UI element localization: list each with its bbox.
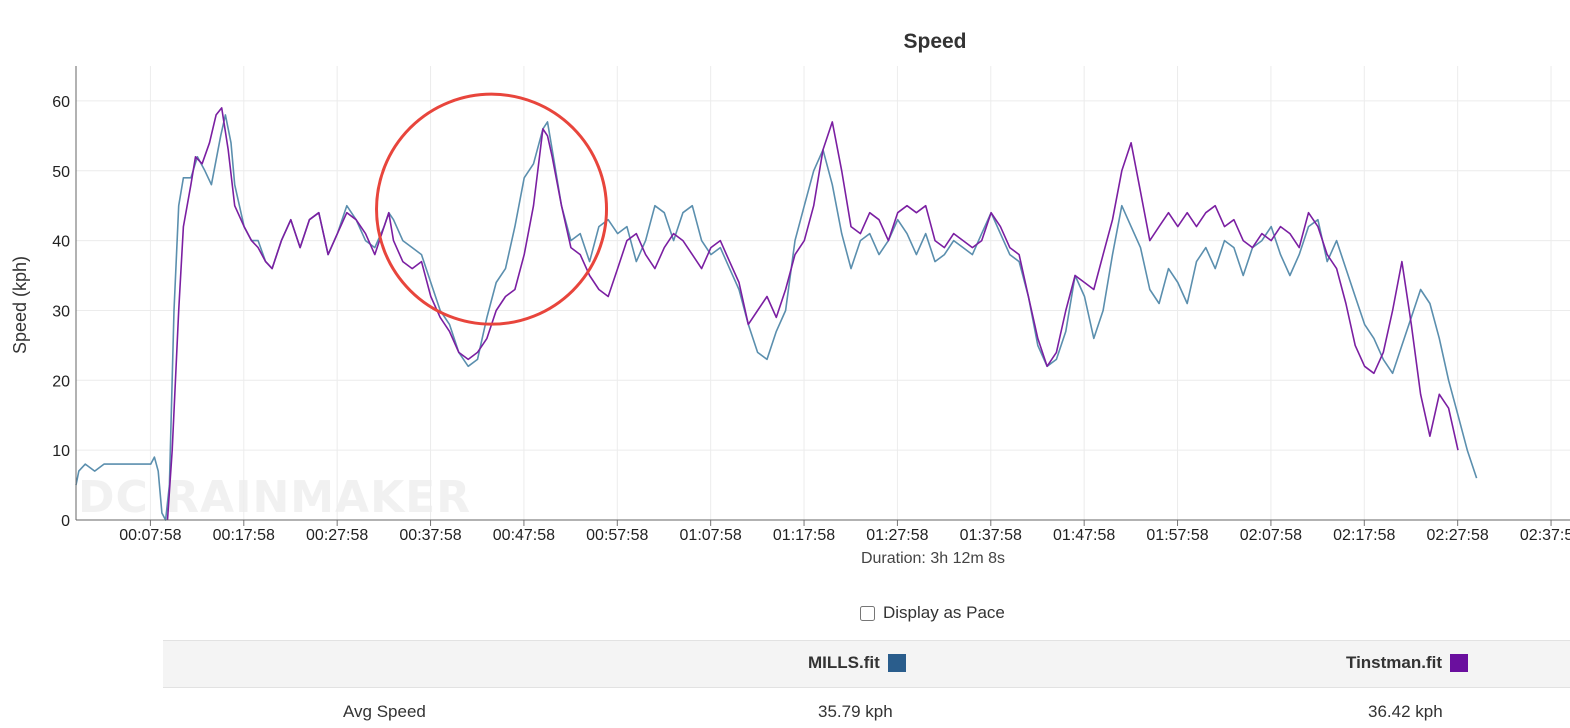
x-tick-label: 01:37:58	[960, 527, 1022, 544]
x-tick-label: 00:37:58	[399, 527, 461, 544]
y-tick-label: 40	[52, 234, 70, 251]
file-name-mills: MILLS.fit	[808, 653, 880, 672]
x-tick-label: 02:37:58	[1520, 527, 1570, 544]
speed-chart-svg: Speed Speed (kph) DC RAINMAKER 0 10 20 30 40…	[10, 30, 1570, 567]
y-tick-label: 20	[52, 373, 70, 390]
series-color-swatch	[887, 654, 906, 672]
y-axis-title: Speed (kph)	[10, 256, 30, 354]
stats-header: MILLS.fit Tinstman.fit	[163, 640, 1570, 688]
display-as-pace-checkbox[interactable]	[860, 605, 875, 621]
x-tick-label: 02:17:58	[1333, 527, 1395, 544]
x-tick-label: 01:27:58	[866, 527, 928, 544]
y-tick-label: 30	[52, 303, 70, 320]
series-color-swatch	[1450, 654, 1469, 672]
axes	[75, 66, 1570, 526]
chart-title: Speed	[903, 30, 966, 53]
speed-chart: Speed Speed (kph) DC RAINMAKER 0 10 20 30 40…	[10, 30, 1570, 567]
annotations	[375, 92, 609, 326]
y-tick-label: 10	[52, 443, 70, 460]
file-header-mills: MILLS.fit	[808, 653, 906, 673]
x-tick-label: 02:27:58	[1427, 527, 1489, 544]
tick-labels: 0 10 20 30 40 50 60 00:07:58 00:17:58 00:27:58 00:…	[52, 94, 1570, 544]
grid	[76, 66, 1570, 520]
x-tick-label: 00:57:58	[586, 527, 648, 544]
series-line-tinstman-fit	[166, 107, 1459, 521]
x-tick-label: 01:47:58	[1053, 527, 1115, 544]
row-label: Avg Speed	[343, 702, 426, 721]
series-layer	[75, 107, 1478, 521]
x-tick-label: 00:27:58	[306, 527, 368, 544]
highlight-circle	[375, 92, 609, 326]
file-header-tinstman: Tinstman.fit	[1346, 653, 1469, 673]
display-as-pace-toggle[interactable]: Display as Pace	[860, 603, 1005, 623]
x-tick-label: 00:47:58	[493, 527, 555, 544]
x-tick-label: 01:57:58	[1146, 527, 1208, 544]
x-tick-label: 00:17:58	[213, 527, 275, 544]
table-row: Avg Speed 35.79 kph 36.42 kph	[163, 688, 1570, 728]
y-tick-label: 60	[52, 94, 70, 111]
row-value-mills: 35.79 kph	[818, 702, 893, 721]
display-as-pace-label: Display as Pace	[883, 603, 1005, 622]
row-value-tinstman: 36.42 kph	[1368, 702, 1443, 721]
x-axis-title: Duration: 3h 12m 8s	[861, 550, 1005, 567]
y-tick-label: 0	[61, 513, 70, 530]
y-tick-label: 50	[52, 164, 70, 181]
stats-table: MILLS.fit Tinstman.fit Avg Speed 35.79 k…	[163, 640, 1570, 728]
x-tick-label: 02:07:58	[1240, 527, 1302, 544]
watermark: DC RAINMAKER	[78, 472, 471, 523]
x-tick-label: 01:17:58	[773, 527, 835, 544]
x-tick-label: 01:07:58	[680, 527, 742, 544]
file-name-tinstman: Tinstman.fit	[1346, 653, 1443, 672]
x-tick-label: 00:07:58	[119, 527, 181, 544]
